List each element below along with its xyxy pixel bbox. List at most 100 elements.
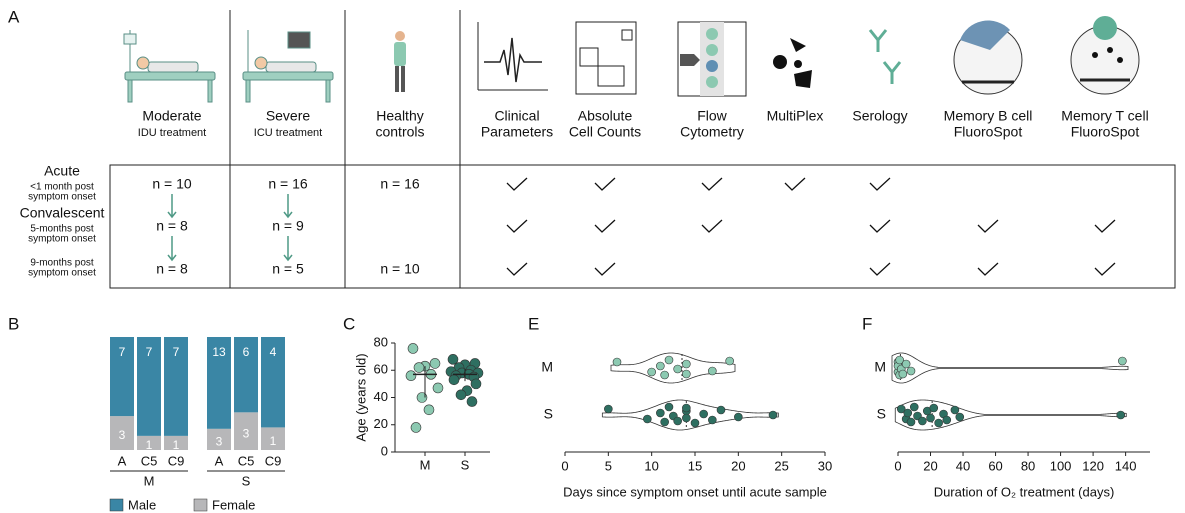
- y-tick-label: 80: [374, 334, 388, 349]
- panel-label: A: [8, 7, 20, 26]
- dot: [647, 367, 656, 377]
- y-tick-label: M: [874, 359, 886, 375]
- dot: [1118, 356, 1127, 366]
- dot: [407, 343, 419, 354]
- x-tick-label: 80: [1021, 458, 1035, 473]
- assay-label: Clinical: [494, 108, 539, 124]
- checkmark: [1094, 219, 1116, 233]
- assay-label: Flow: [697, 108, 727, 124]
- dot: [656, 361, 665, 371]
- y-tick-label: 60: [374, 362, 388, 377]
- checkmark: [701, 177, 723, 191]
- cohort-size: n = 10: [380, 261, 420, 277]
- dot: [909, 402, 919, 412]
- group-label: M: [144, 473, 155, 488]
- x-tick-label: 100: [1050, 458, 1072, 473]
- group-subtitle: ICU treatment: [254, 127, 322, 139]
- group-label: S: [242, 473, 251, 488]
- checkmark: [977, 262, 999, 276]
- y-tick-label: S: [544, 406, 553, 422]
- x-tick-label: 20: [731, 458, 745, 473]
- dot: [405, 370, 417, 382]
- legend-label: Female: [212, 497, 255, 512]
- group-title: controls: [375, 124, 424, 140]
- dot: [918, 416, 927, 426]
- bar-segment: [234, 412, 258, 450]
- dot: [708, 415, 717, 425]
- bar-segment: [137, 435, 161, 450]
- y-tick-label: S: [877, 406, 886, 422]
- dot: [725, 356, 734, 366]
- dot: [734, 412, 743, 422]
- group-subtitle: IDU treatment: [138, 127, 206, 139]
- x-tick-label: A: [215, 453, 224, 468]
- x-tick-label: S: [461, 457, 470, 472]
- group-title: Severe: [266, 108, 311, 124]
- dot: [429, 358, 441, 369]
- dot: [955, 412, 965, 422]
- x-tick-label: 140: [1115, 458, 1137, 473]
- dot: [895, 355, 904, 365]
- checkmark: [506, 262, 528, 276]
- dot: [934, 418, 943, 428]
- x-tick-label: 25: [774, 458, 788, 473]
- dot: [708, 366, 717, 376]
- assay-label: Absolute: [578, 108, 633, 124]
- panel-label: C: [343, 314, 355, 333]
- checkmark: [594, 177, 616, 191]
- bar-segment: [234, 337, 258, 413]
- dot: [673, 364, 682, 374]
- cohort-size: n = 16: [268, 176, 308, 192]
- dot: [942, 415, 952, 425]
- dot: [470, 378, 482, 390]
- checkmark: [594, 219, 616, 233]
- dot: [682, 413, 691, 423]
- dot: [604, 404, 613, 414]
- bar-segment: [164, 337, 188, 436]
- dot: [926, 413, 935, 423]
- table-frame: [109, 10, 1176, 289]
- group-title: Moderate: [142, 108, 201, 124]
- y-tick-label: 20: [374, 416, 388, 431]
- x-tick-label: 15: [688, 458, 702, 473]
- timepoint-note: symptom onset: [28, 234, 96, 245]
- dot: [682, 403, 691, 413]
- dot: [896, 404, 906, 414]
- dot: [432, 382, 444, 394]
- icon-cell-counts: [575, 21, 637, 95]
- legend-swatch: [193, 498, 208, 512]
- dot: [664, 402, 674, 412]
- x-axis-label: Days since symptom onset until acute sam…: [563, 484, 827, 499]
- checkmark: [506, 177, 528, 191]
- cohort-size: n = 5: [272, 261, 304, 277]
- assay-label: FluoroSpot: [1071, 124, 1140, 140]
- checkmark: [784, 177, 806, 191]
- bar-label: 7: [173, 345, 180, 359]
- checkmark: [506, 219, 528, 233]
- panel-label: F: [862, 314, 872, 333]
- icon-severe: [242, 30, 334, 103]
- dot: [612, 357, 622, 367]
- dot: [660, 417, 669, 427]
- icon-serology: [868, 29, 902, 84]
- y-axis-label: Age (years old): [353, 353, 368, 441]
- dot: [903, 408, 913, 418]
- bar-label: 7: [146, 345, 153, 359]
- arrow: [167, 236, 177, 262]
- icon-clinical: [477, 22, 548, 91]
- x-tick-label: 0: [894, 458, 901, 473]
- dot: [950, 405, 960, 415]
- x-tick-label: 60: [988, 458, 1002, 473]
- bar-label: 7: [119, 345, 126, 359]
- y-tick-label: 0: [381, 443, 388, 458]
- bar-label: 4: [270, 345, 277, 359]
- legend-swatch: [109, 498, 124, 512]
- dot: [898, 369, 908, 379]
- checkmark: [869, 177, 891, 191]
- icon-memory-t: [1070, 16, 1140, 95]
- bar-label: 6: [243, 345, 250, 359]
- x-tick-label: C5: [141, 453, 158, 468]
- dot: [448, 374, 460, 386]
- assay-label: Memory T cell: [1061, 108, 1148, 124]
- violin: [610, 352, 736, 384]
